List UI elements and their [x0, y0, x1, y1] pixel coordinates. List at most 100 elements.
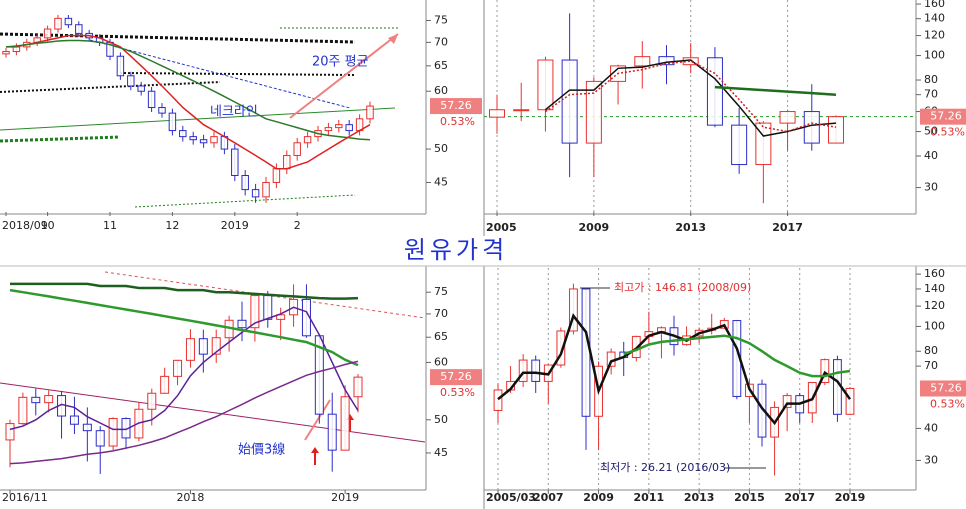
average-line — [9, 288, 359, 367]
y-tick-label: 50 — [924, 125, 938, 138]
y-tick-label: 40 — [924, 149, 938, 162]
y-tick-label: 160 — [924, 267, 945, 280]
candle-body — [488, 109, 506, 118]
y-tick-label: 80 — [924, 73, 938, 86]
candle-body — [116, 55, 125, 77]
candle-body — [173, 359, 183, 377]
candle-body — [513, 109, 530, 112]
candle-body — [2, 51, 10, 55]
y-tick-label: 100 — [924, 319, 945, 332]
annotation: 최저가 : 26.21 (2016/03) — [600, 461, 730, 474]
candle-body — [189, 136, 197, 141]
candle-body — [327, 413, 337, 451]
arrow-up — [311, 447, 319, 465]
candle-body — [82, 423, 92, 432]
annotation: 네크라인 — [210, 105, 258, 120]
candle-body — [827, 116, 845, 144]
x-tick-label: 11 — [103, 219, 117, 232]
candle-body — [731, 124, 748, 166]
x-tick-label: 2007 — [533, 491, 564, 504]
candle-body — [198, 338, 208, 355]
y-tick-label: 30 — [924, 453, 938, 466]
candle-body — [69, 415, 79, 425]
candle-body — [779, 111, 796, 124]
x-tick-label: 2018/09 — [2, 219, 48, 232]
change-label: 0.53% — [930, 397, 965, 410]
y-tick-label: 60 — [434, 355, 448, 368]
x-tick-label: 2009 — [583, 491, 614, 504]
candle-body — [581, 288, 591, 417]
change-label: 0.53% — [440, 115, 475, 128]
y-tick-label: 40 — [924, 421, 938, 434]
candle-body — [845, 387, 855, 415]
level-line — [134, 194, 356, 208]
average-line — [9, 360, 359, 465]
average-line — [544, 59, 837, 137]
candle-body — [211, 337, 221, 355]
candle-body — [168, 112, 177, 132]
y-tick-label: 45 — [434, 175, 448, 188]
candle-body — [658, 56, 675, 66]
change-label: 0.53% — [440, 386, 475, 399]
candle-body — [262, 181, 270, 198]
candle-body — [556, 330, 566, 366]
candle-body — [706, 57, 723, 126]
candle-body — [324, 127, 333, 132]
candle-body — [137, 85, 145, 92]
candle-body — [237, 319, 247, 329]
x-tick-label: 2013 — [684, 491, 715, 504]
price-box — [920, 380, 966, 397]
candle-body — [127, 75, 135, 87]
candle-body — [293, 142, 301, 156]
candle-body — [276, 314, 286, 320]
candle-body — [585, 80, 602, 144]
level-line — [0, 32, 356, 44]
y-tick-label: 65 — [434, 59, 448, 72]
x-tick-label: 2018 — [176, 491, 204, 504]
y-tick-label: 70 — [924, 88, 938, 101]
price-box — [430, 369, 482, 386]
x-tick-label: 2005 — [486, 221, 517, 234]
level-line — [0, 135, 121, 143]
x-tick-label: 2019 — [835, 491, 866, 504]
candle-body — [518, 359, 528, 382]
candle-body — [64, 17, 73, 26]
average-line — [9, 306, 359, 431]
last-price: 57.26 — [930, 381, 962, 394]
y-tick-label: 75 — [434, 285, 448, 298]
candle-body — [757, 383, 767, 438]
x-tick-label: 12 — [165, 219, 179, 232]
y-tick-label: 120 — [924, 299, 945, 312]
candle-body — [147, 392, 157, 410]
level-line — [0, 81, 221, 93]
candle-body — [241, 175, 249, 191]
trend-lines — [0, 27, 766, 469]
candle-body — [5, 423, 15, 441]
average-line — [497, 313, 852, 426]
candle-body — [820, 359, 830, 384]
candle-body — [561, 59, 578, 144]
candle-body — [537, 59, 554, 111]
candle-body — [95, 430, 105, 447]
candle-body — [272, 168, 281, 183]
x-tick-label: 2019 — [221, 219, 249, 232]
candle-body — [782, 395, 792, 408]
x-tick-label: 2016/11 — [2, 491, 48, 504]
page-title: 원유가격 — [404, 236, 508, 264]
y-tick-label: 60 — [434, 84, 448, 97]
trend-line — [0, 382, 426, 443]
average-line — [5, 39, 371, 141]
y-tick-label: 65 — [434, 330, 448, 343]
y-tick-label: 70 — [434, 35, 448, 48]
candle-body — [353, 376, 363, 398]
y-tick-label: 70 — [924, 359, 938, 372]
candle-body — [755, 122, 772, 166]
average-line — [714, 85, 837, 96]
arrow — [289, 33, 399, 119]
candle-body — [108, 418, 118, 447]
y-tick-label: 160 — [924, 0, 945, 10]
x-tick-label: 2017 — [772, 221, 803, 234]
x-tick-label: 2011 — [634, 491, 665, 504]
average-line — [544, 60, 837, 133]
candle-body — [210, 136, 218, 144]
